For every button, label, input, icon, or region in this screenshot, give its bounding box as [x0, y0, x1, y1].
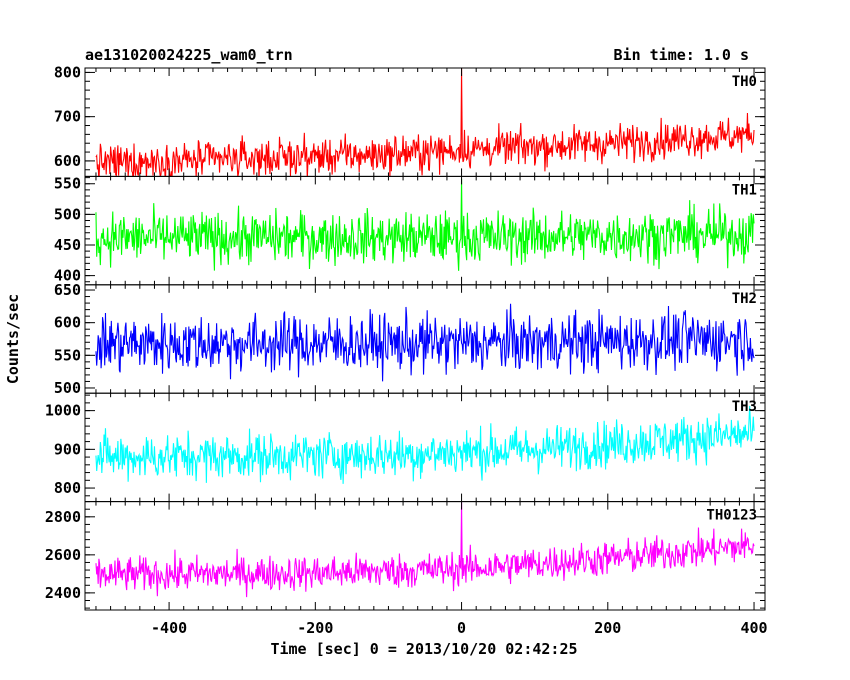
series-line-th2 — [95, 303, 755, 382]
y-tick-label: 600 — [54, 152, 81, 170]
panel-th0: 600 700 800 TH0 — [54, 63, 766, 177]
y-tick-label: 2800 — [45, 508, 81, 526]
bin-time-label: Bin time: 1.0 s — [614, 46, 749, 64]
x-tick-label: 400 — [740, 619, 767, 637]
panel-label: TH1 — [732, 182, 757, 198]
y-tick-label: 400 — [54, 267, 81, 285]
panel-th3: 800 900 1000 TH3 — [45, 392, 766, 503]
panel-label: TH0 — [732, 74, 757, 90]
y-tick-label: 2600 — [45, 546, 81, 564]
x-tick-label: -200 — [297, 619, 333, 637]
y-tick-label: 450 — [54, 236, 81, 254]
panel-th0123: 2400 2600 2800 TH0123 — [45, 501, 766, 611]
y-tick-label: 700 — [54, 108, 81, 126]
panel-label: TH0123 — [706, 508, 757, 524]
panel-frame — [84, 501, 766, 611]
y-tick-label: 550 — [54, 346, 81, 364]
y-tick-label: 600 — [54, 314, 81, 332]
series-line-th3 — [95, 405, 755, 484]
series-line-th0 — [95, 68, 755, 177]
x-axis-label: Time [sec] 0 = 2013/10/20 02:42:25 — [270, 640, 577, 658]
y-tick-label: 500 — [54, 379, 81, 397]
series-line-th1 — [95, 178, 755, 271]
y-tick-label: 800 — [54, 479, 81, 497]
y-tick-label: 2400 — [45, 584, 81, 602]
panel-th1: 400 450 500 550 TH1 — [54, 175, 766, 286]
x-axis: -400 -200 0 200 400 — [151, 619, 768, 637]
y-tick-label: 800 — [54, 63, 81, 81]
y-tick-label: 550 — [54, 175, 81, 193]
panel-label: TH2 — [732, 291, 757, 307]
plot-title: ae131020024225_wam0_trn — [85, 46, 293, 64]
series-line-th0123 — [95, 501, 755, 598]
panel-th2: 500 550 600 650 TH2 — [54, 281, 766, 397]
y-axis-label: Counts/sec — [4, 294, 22, 384]
y-tick-label: 500 — [54, 205, 81, 223]
y-tick-label: 650 — [54, 281, 81, 299]
x-tick-label: -400 — [151, 619, 187, 637]
y-tick-label: 1000 — [45, 402, 81, 420]
y-tick-label: 900 — [54, 440, 81, 458]
x-tick-label: 0 — [457, 619, 466, 637]
x-tick-label: 200 — [594, 619, 621, 637]
panels-group: 600 700 800 TH0 400 450 500 550 TH1 500 550 600 650 T… — [45, 63, 766, 611]
panel-label: TH3 — [732, 399, 757, 415]
